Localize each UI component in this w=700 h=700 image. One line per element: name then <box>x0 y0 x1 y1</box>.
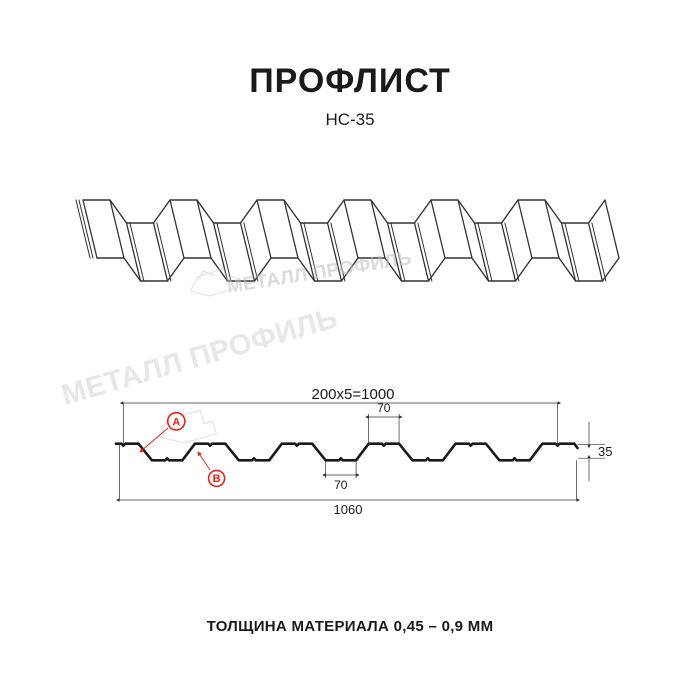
svg-text:МЕТАЛЛ ПРОФИЛЬ: МЕТАЛЛ ПРОФИЛЬ <box>225 248 413 298</box>
svg-text:35: 35 <box>598 444 612 459</box>
svg-text:МЕТАЛЛ ПРОФИЛЬ: МЕТАЛЛ ПРОФИЛЬ <box>58 302 341 411</box>
svg-text:70: 70 <box>377 401 391 415</box>
svg-text:B: B <box>213 473 221 485</box>
svg-text:70: 70 <box>334 478 348 492</box>
svg-text:1060: 1060 <box>334 502 363 517</box>
svg-text:A: A <box>172 416 180 428</box>
